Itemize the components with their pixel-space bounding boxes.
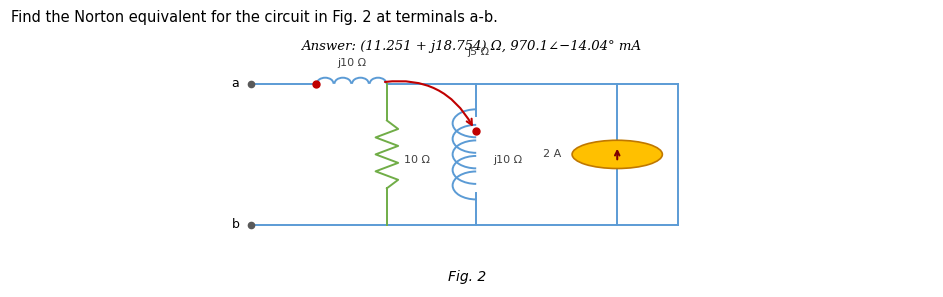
Text: 2 A: 2 A bbox=[542, 149, 561, 159]
Circle shape bbox=[572, 140, 662, 168]
Text: Find the Norton equivalent for the circuit in Fig. 2 at terminals a-b.: Find the Norton equivalent for the circu… bbox=[10, 10, 498, 25]
Text: j10 Ω: j10 Ω bbox=[337, 58, 366, 68]
Text: 10 Ω: 10 Ω bbox=[404, 155, 430, 165]
Text: j10 Ω: j10 Ω bbox=[493, 155, 522, 165]
Text: b: b bbox=[231, 219, 240, 231]
Text: a: a bbox=[232, 77, 240, 90]
Text: Answer: (11.251 + j18.754) Ω, 970.1∠−14.04° mA: Answer: (11.251 + j18.754) Ω, 970.1∠−14.… bbox=[302, 40, 641, 53]
FancyArrowPatch shape bbox=[385, 81, 472, 125]
Text: j5 Ω: j5 Ω bbox=[467, 47, 488, 57]
Text: Fig. 2: Fig. 2 bbox=[448, 270, 486, 284]
